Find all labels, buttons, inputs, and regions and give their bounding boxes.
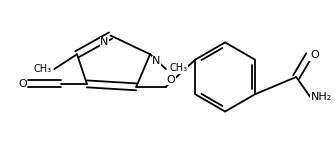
Text: N: N — [152, 56, 160, 66]
Text: N: N — [100, 37, 109, 48]
Text: O: O — [310, 50, 319, 60]
Text: O: O — [18, 79, 27, 89]
Text: O: O — [167, 75, 176, 85]
Text: NH₂: NH₂ — [311, 92, 332, 102]
Text: CH₃: CH₃ — [170, 63, 188, 73]
Text: CH₃: CH₃ — [33, 64, 51, 74]
